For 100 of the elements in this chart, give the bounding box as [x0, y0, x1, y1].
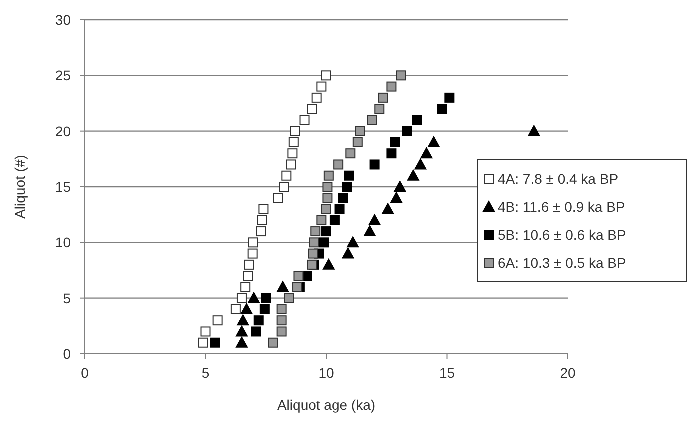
point [322, 204, 332, 214]
point [394, 181, 406, 192]
point [230, 304, 241, 314]
point [258, 204, 269, 214]
point [322, 182, 333, 192]
y-tick-label: 30 [55, 12, 72, 28]
legend-label: 4B: 11.6 ± 0.9 ka BP [498, 199, 626, 215]
point [294, 271, 304, 282]
point [240, 282, 251, 292]
point [312, 92, 322, 103]
x-tick-label: 0 [81, 365, 90, 381]
point [200, 326, 211, 337]
point [248, 238, 258, 248]
point [390, 137, 400, 148]
point [367, 115, 378, 126]
point [382, 203, 394, 214]
y-axis-title: Aliquot (#) [12, 155, 28, 219]
point [444, 92, 455, 103]
point [316, 215, 327, 226]
point [420, 148, 433, 159]
y-tick-label: 25 [55, 68, 72, 84]
point [248, 292, 260, 304]
point [256, 226, 266, 237]
point [528, 125, 540, 136]
point [244, 260, 254, 270]
point [402, 126, 412, 136]
point [300, 115, 310, 126]
y-tick-label: 0 [63, 346, 72, 362]
point [319, 238, 330, 248]
point [307, 104, 318, 114]
point [322, 70, 332, 81]
point [251, 326, 262, 337]
point [407, 170, 420, 181]
y-tick-label: 10 [55, 234, 72, 251]
point [322, 193, 333, 204]
point [338, 193, 348, 204]
point [284, 293, 294, 304]
point [237, 314, 250, 326]
point [324, 170, 334, 181]
point [261, 293, 272, 304]
point [254, 316, 264, 326]
point [277, 281, 290, 292]
point [344, 170, 354, 181]
point [288, 137, 299, 148]
y-tick-label: 20 [55, 123, 72, 140]
point [310, 226, 321, 237]
x-tick-label: 10 [318, 365, 334, 381]
point [309, 238, 320, 248]
point [210, 338, 220, 348]
x-tick-label: 5 [202, 365, 210, 381]
point [352, 137, 363, 148]
point [282, 170, 292, 181]
y-tick-label: 15 [55, 179, 72, 195]
point [355, 126, 366, 136]
y-tick-label: 5 [63, 290, 72, 306]
point [288, 148, 298, 159]
point [412, 115, 422, 126]
x-tick-label: 20 [560, 365, 576, 381]
point [390, 192, 403, 204]
legend-label: 4A: 7.8 ± 0.4 ka BP [498, 171, 619, 187]
point [334, 204, 345, 214]
point [236, 336, 248, 348]
point [396, 70, 406, 81]
point [286, 160, 296, 170]
point [258, 215, 268, 226]
point [322, 226, 332, 237]
point [240, 303, 253, 314]
point [322, 258, 335, 270]
point [368, 214, 381, 226]
point [268, 338, 278, 348]
point [334, 160, 344, 170]
point [374, 104, 385, 114]
point [364, 226, 376, 237]
point [378, 92, 388, 103]
point [236, 293, 247, 304]
point [386, 148, 397, 159]
point [236, 326, 248, 337]
point [243, 271, 254, 282]
point [212, 316, 223, 326]
point [370, 160, 380, 170]
point [437, 104, 448, 114]
point [342, 248, 354, 259]
point [386, 82, 397, 92]
point [342, 182, 352, 192]
point [279, 182, 290, 192]
point [414, 158, 427, 170]
point [276, 316, 287, 326]
point [428, 136, 440, 148]
x-axis-title: Aliquot age (ka) [277, 397, 376, 413]
point [347, 236, 360, 248]
legend-label: 6A: 10.3 ± 0.5 ka BP [498, 255, 626, 271]
point [330, 215, 340, 226]
point [308, 248, 318, 259]
point [276, 304, 287, 314]
point [276, 326, 287, 337]
point [316, 82, 327, 92]
x-tick-label: 15 [439, 365, 456, 381]
point [248, 248, 258, 259]
point [290, 126, 300, 136]
point [198, 338, 208, 348]
